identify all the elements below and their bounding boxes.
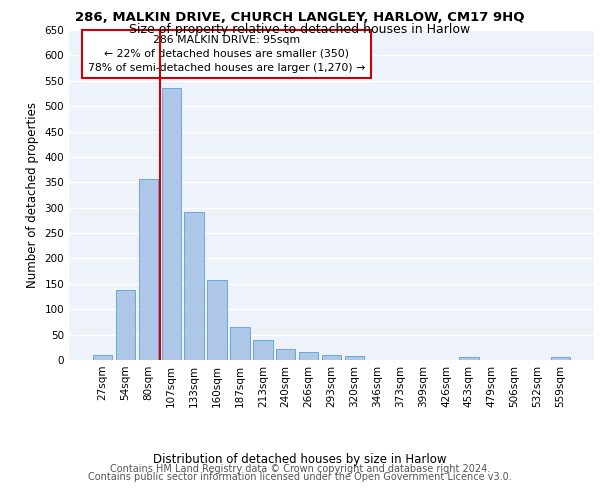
Y-axis label: Number of detached properties: Number of detached properties (26, 102, 39, 288)
Text: 286 MALKIN DRIVE: 95sqm
← 22% of detached houses are smaller (350)
78% of semi-d: 286 MALKIN DRIVE: 95sqm ← 22% of detache… (88, 35, 365, 73)
Bar (276, 350, 295, 360)
Text: Contains HM Land Registry data © Crown copyright and database right 2024.: Contains HM Land Registry data © Crown c… (110, 464, 490, 474)
Bar (230, 327, 250, 360)
Bar (253, 340, 272, 360)
Text: Distribution of detached houses by size in Harlow: Distribution of detached houses by size … (153, 452, 447, 466)
Bar (459, 358, 479, 360)
Bar (93, 355, 112, 360)
Bar (116, 290, 135, 360)
Bar (551, 358, 570, 360)
Bar (299, 352, 319, 360)
Bar (139, 179, 158, 360)
Bar (161, 88, 181, 360)
Bar (344, 356, 364, 360)
Text: 286, MALKIN DRIVE, CHURCH LANGLEY, HARLOW, CM17 9HQ: 286, MALKIN DRIVE, CHURCH LANGLEY, HARLO… (75, 11, 525, 24)
Bar (184, 212, 204, 360)
Text: Size of property relative to detached houses in Harlow: Size of property relative to detached ho… (130, 22, 470, 36)
Text: Contains public sector information licensed under the Open Government Licence v3: Contains public sector information licen… (88, 472, 512, 482)
Bar (208, 280, 227, 360)
Bar (322, 355, 341, 360)
